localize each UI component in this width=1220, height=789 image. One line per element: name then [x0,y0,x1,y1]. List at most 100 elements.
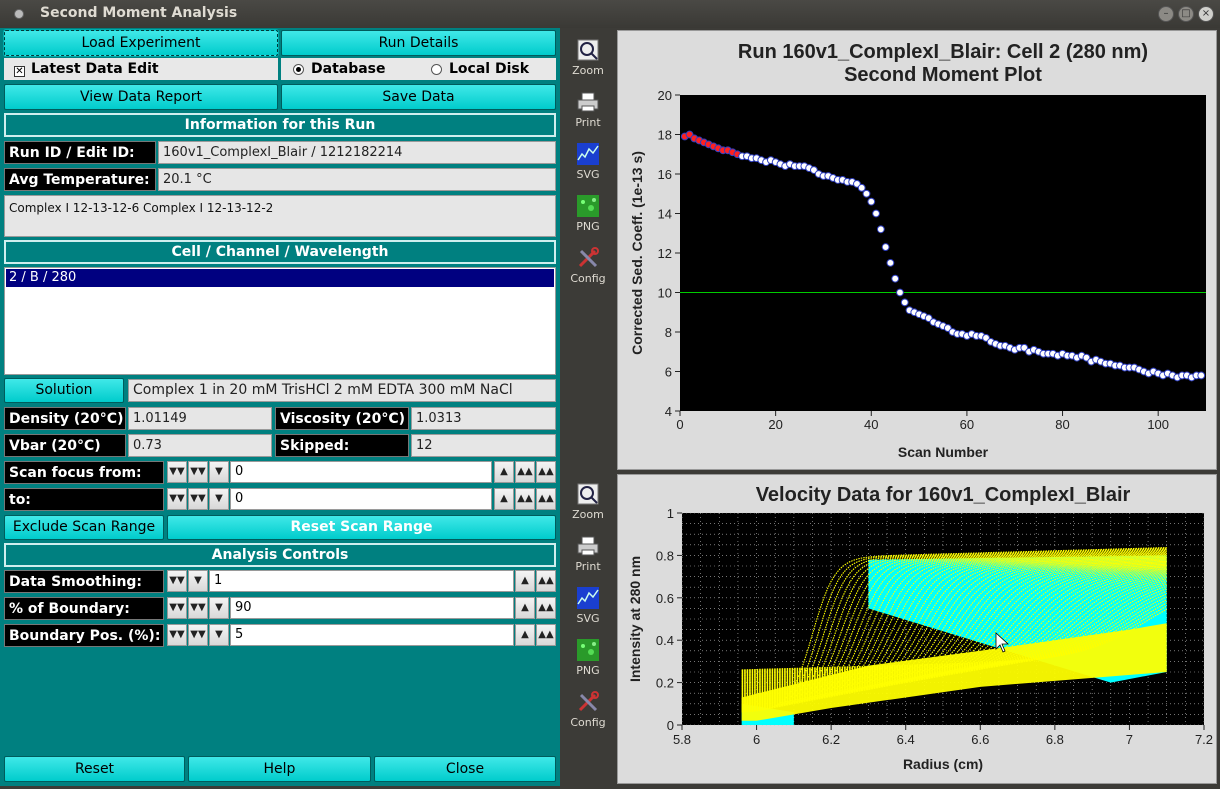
data-point [1197,371,1206,380]
maximize-icon[interactable]: □ [1178,6,1194,22]
view-data-report-button[interactable]: View Data Report [4,84,278,110]
save-data-button[interactable]: Save Data [281,84,556,110]
increase-icon[interactable]: ▲ [515,597,535,619]
y-tick-label: 0.6 [656,591,674,606]
data-point [872,209,880,218]
fast-decrease-icon[interactable]: ▼▼ [167,597,187,619]
print-label: Print [575,560,601,573]
fast-decrease-icon[interactable]: ▼▼ [167,624,187,646]
load-experiment-button[interactable]: Load Experiment [3,29,279,57]
latest-data-edit-option[interactable]: ✕ Latest Data Edit [4,58,278,80]
page-decrease-icon[interactable]: ▼▼ [188,461,208,483]
top-plot-toolbar: Zoom Print SVG PNG Config [560,28,616,472]
second-moment-plot[interactable]: Run 160v1_ComplexI_Blair: Cell 2 (280 nm… [618,31,1218,471]
reset-scan-range-button[interactable]: Reset Scan Range [167,515,556,540]
svg-export-icon [577,587,599,609]
page-increase-icon[interactable]: ▲▲ [515,488,535,510]
data-point [896,288,904,297]
data-point [857,183,866,192]
scan-to-input[interactable]: 0 [230,488,492,510]
zoom-tool[interactable]: Zoom [560,480,616,530]
close-window-icon[interactable]: × [1198,6,1214,22]
cell-list[interactable]: 2 / B / 280 [4,267,556,375]
y-tick-label: 0 [667,718,674,733]
x-tick-label: 0 [676,417,683,432]
page-increase-icon[interactable]: ▲▲ [536,570,556,592]
boundary-position-label: Boundary Pos. (%): [4,624,164,647]
velocity-data-plot[interactable]: Velocity Data for 160v1_ComplexI_Blair 5… [618,475,1218,785]
data-point [891,274,900,283]
increase-icon[interactable]: ▲ [515,624,535,646]
print-label: Print [575,116,601,129]
decrease-icon[interactable]: ▼ [188,570,208,592]
page-increase-icon[interactable]: ▲▲ [515,461,535,483]
png-tool[interactable]: PNG [560,192,616,242]
svg-tool[interactable]: SVG [560,584,616,634]
print-tool[interactable]: Print [560,532,616,582]
x-tick-label: 40 [864,417,878,432]
increase-icon[interactable]: ▲ [494,488,514,510]
local-disk-radio[interactable] [431,64,442,75]
analysis-controls-header: Analysis Controls [4,543,556,567]
close-button[interactable]: Close [374,756,556,782]
x-tick-label: 20 [768,417,782,432]
run-details-button[interactable]: Run Details [281,30,556,56]
density-value: 1.01149 [128,407,272,430]
page-decrease-icon[interactable]: ▼▼ [188,597,208,619]
page-increase-icon[interactable]: ▲▲ [536,624,556,646]
fast-increase-icon[interactable]: ▲▲ [536,488,556,510]
x-tick-label: 60 [960,417,974,432]
fast-decrease-icon[interactable]: ▼▼ [167,461,187,483]
fast-decrease-icon[interactable]: ▼▼ [167,488,187,510]
decrease-icon[interactable]: ▼ [209,597,229,619]
decrease-icon[interactable]: ▼ [209,624,229,646]
data-point [876,225,885,234]
reset-button[interactable]: Reset [4,756,185,782]
local-disk-label: Local Disk [449,61,530,77]
scan-from-input[interactable]: 0 [230,461,492,483]
page-decrease-icon[interactable]: ▼▼ [188,624,208,646]
database-radio[interactable] [293,64,304,75]
list-item[interactable]: 2 / B / 280 [6,269,554,287]
boundary-percent-input[interactable]: 90 [230,597,514,619]
y-tick-label: 14 [658,207,672,222]
increase-icon[interactable]: ▲ [515,570,535,592]
svg-tool[interactable]: SVG [560,140,616,190]
data-point [881,243,890,251]
data-point [867,197,876,206]
decrease-icon[interactable]: ▼ [209,488,229,510]
page-decrease-icon[interactable]: ▼▼ [167,570,187,592]
data-point [862,189,871,198]
help-button[interactable]: Help [188,756,371,782]
config-tool[interactable]: Config [560,688,616,738]
increase-icon[interactable]: ▲ [494,461,514,483]
config-tool[interactable]: Config [560,244,616,294]
plot2-xlabel: Radius (cm) [903,756,983,772]
skipped-label: Skipped: [275,434,409,457]
x-tick-label: 80 [1055,417,1069,432]
y-tick-label: 6 [665,365,672,380]
print-tool[interactable]: Print [560,88,616,138]
decrease-icon[interactable]: ▼ [209,461,229,483]
config-tools-icon [578,691,599,712]
scan-trace [741,551,1167,708]
page-decrease-icon[interactable]: ▼▼ [188,488,208,510]
config-label: Config [570,716,606,729]
app-menu-icon[interactable] [14,9,24,19]
y-tick-label: 4 [665,404,672,419]
boundary-position-input[interactable]: 5 [230,624,514,646]
solution-button[interactable]: Solution [4,378,124,403]
avg-temperature-value: 20.1 °C [158,168,556,191]
y-tick-label: 10 [658,286,672,301]
page-increase-icon[interactable]: ▲▲ [536,597,556,619]
png-tool[interactable]: PNG [560,636,616,686]
title-bar: Second Moment Analysis – □ × [0,0,1220,28]
data-smoothing-label: Data Smoothing: [4,570,164,593]
fast-increase-icon[interactable]: ▲▲ [536,461,556,483]
exclude-scan-range-button[interactable]: Exclude Scan Range [4,515,164,540]
source-radio-group: Database Local Disk [281,58,556,80]
zoom-tool[interactable]: Zoom [560,36,616,86]
checkbox-checked-icon[interactable]: ✕ [14,66,25,77]
data-smoothing-input[interactable]: 1 [209,570,514,592]
minimize-icon[interactable]: – [1158,6,1174,22]
